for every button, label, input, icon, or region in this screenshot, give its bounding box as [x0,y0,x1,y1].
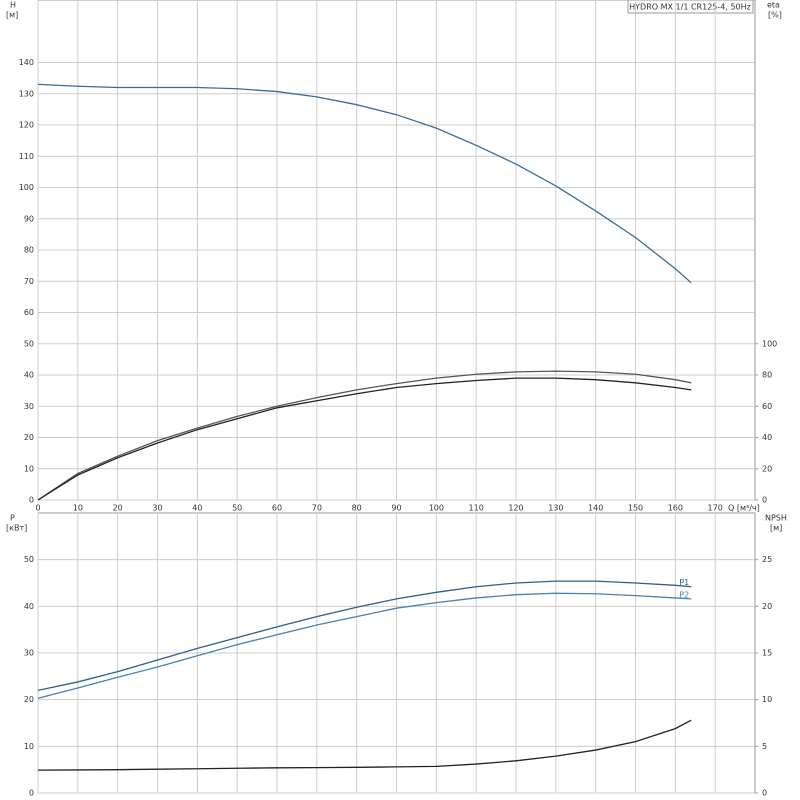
x-tick-label: 160 [668,504,683,513]
series-label: P2 [679,590,689,599]
x-tick-label: 30 [152,504,162,513]
y-label: H [10,1,16,10]
y-tick-label: 10 [24,742,34,751]
y2-label: eta [767,1,780,10]
x-tick-label: 40 [192,504,202,513]
y-tick-label: 70 [24,277,34,286]
x-tick-label: 70 [312,504,322,513]
y-tick-label: 120 [19,121,34,130]
y2-label: NPSH [765,514,787,523]
y2-tick-label: 5 [762,742,767,751]
title-box [627,0,754,14]
y-tick-label: 0 [29,496,34,505]
y2-tick-label: 0 [762,496,767,505]
y-tick-label: 100 [19,183,34,192]
y-tick-label: 10 [24,464,34,473]
x-tick-label: 10 [73,504,83,513]
x-tick-label: 50 [232,504,242,513]
y-tick-label: 80 [24,246,34,255]
x-tick-label: 170 [708,504,723,513]
y-tick-label: 110 [19,152,34,161]
y2-tick-label: 80 [762,371,772,380]
x-tick-label: 120 [508,504,523,513]
y2-tick-label: 60 [762,402,772,411]
y-tick-label: 90 [24,214,34,223]
y-tick-label: 40 [24,371,34,380]
y-tick-label: 0 [29,789,34,798]
x-tick-label: 0 [35,504,40,513]
y-tick-label: 140 [19,58,34,67]
y2-tick-label: 100 [762,339,777,348]
y2-unit: [м] [770,524,782,533]
y-unit: [м] [6,11,18,20]
y2-tick-label: 20 [762,602,772,611]
x-tick-label: 130 [548,504,563,513]
x-tick-label: 80 [352,504,362,513]
y-tick-label: 20 [24,695,34,704]
y-label: P [10,514,15,523]
x-tick-label: 140 [588,504,603,513]
series-label: P1 [679,578,689,587]
series-line [37,592,692,699]
x-tick-label: 20 [113,504,123,513]
series-line [37,580,692,691]
y-tick-label: 60 [24,308,34,317]
x-tick-label: 150 [628,504,643,513]
x-tick-label: 60 [272,504,282,513]
series-line [37,83,692,284]
y2-unit: [%] [768,11,782,20]
chart-title: HYDRO MX 1/1 CR125-4, 50Hz [629,3,751,12]
y2-tick-label: 0 [762,789,767,798]
series-line [37,370,692,501]
series-line [37,719,692,771]
y2-tick-label: 40 [762,433,772,442]
y2-tick-label: 15 [762,649,772,658]
x-tick-label: 100 [429,504,444,513]
series-line [37,377,692,501]
y2-tick-label: 20 [762,464,772,473]
y-tick-label: 130 [19,89,34,98]
y-tick-label: 30 [24,649,34,658]
y-tick-label: 40 [24,602,34,611]
y-tick-label: 30 [24,402,34,411]
y2-tick-label: 25 [762,555,772,564]
y-unit: [кВт] [6,524,27,533]
x-label: Q [м³/ч] [728,504,760,513]
y-tick-label: 20 [24,433,34,442]
y2-tick-label: 10 [762,695,772,704]
x-tick-label: 110 [469,504,484,513]
y-tick-label: 50 [24,339,34,348]
y-tick-label: 50 [24,555,34,564]
x-tick-label: 90 [391,504,401,513]
